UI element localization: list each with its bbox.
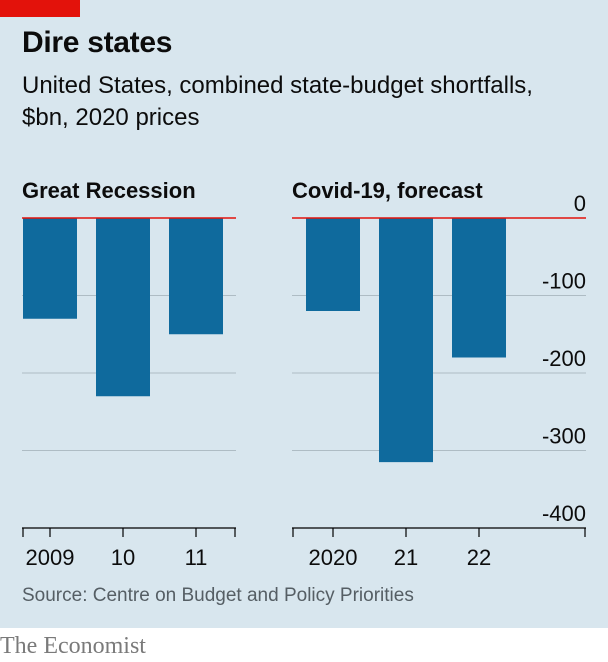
bar-charts: Great Recession 2009 10 11 Covid-19, forecas…: [22, 178, 586, 570]
brand-red-tag: [0, 0, 80, 17]
bar: [379, 218, 433, 463]
x-tick-label: 2020: [309, 545, 358, 570]
bar: [452, 218, 506, 358]
x-tick-label: 2009: [26, 545, 75, 570]
x-tick-label: 11: [185, 545, 208, 570]
x-tick-label: 10: [111, 545, 135, 570]
publisher-logo: The Economist: [0, 633, 146, 659]
bar: [23, 218, 77, 319]
y-tick-label: -200: [542, 346, 586, 371]
chart-title: Dire states: [22, 26, 173, 59]
bar: [169, 218, 223, 335]
y-tick-label: -100: [542, 269, 586, 294]
chart-subtitle: United States, combined state-budget sho…: [22, 72, 533, 131]
panel-title: Great Recession: [22, 178, 196, 203]
x-tick-label: 22: [467, 545, 491, 570]
bar: [306, 218, 360, 311]
panel-title: Covid-19, forecast: [292, 178, 483, 203]
y-tick-label: -400: [542, 501, 586, 526]
x-tick-label: 21: [394, 545, 418, 570]
y-tick-label: 0: [574, 191, 586, 216]
bar: [96, 218, 150, 397]
y-tick-label: -300: [542, 424, 586, 449]
source-note: Source: Centre on Budget and Policy Prio…: [22, 585, 414, 606]
